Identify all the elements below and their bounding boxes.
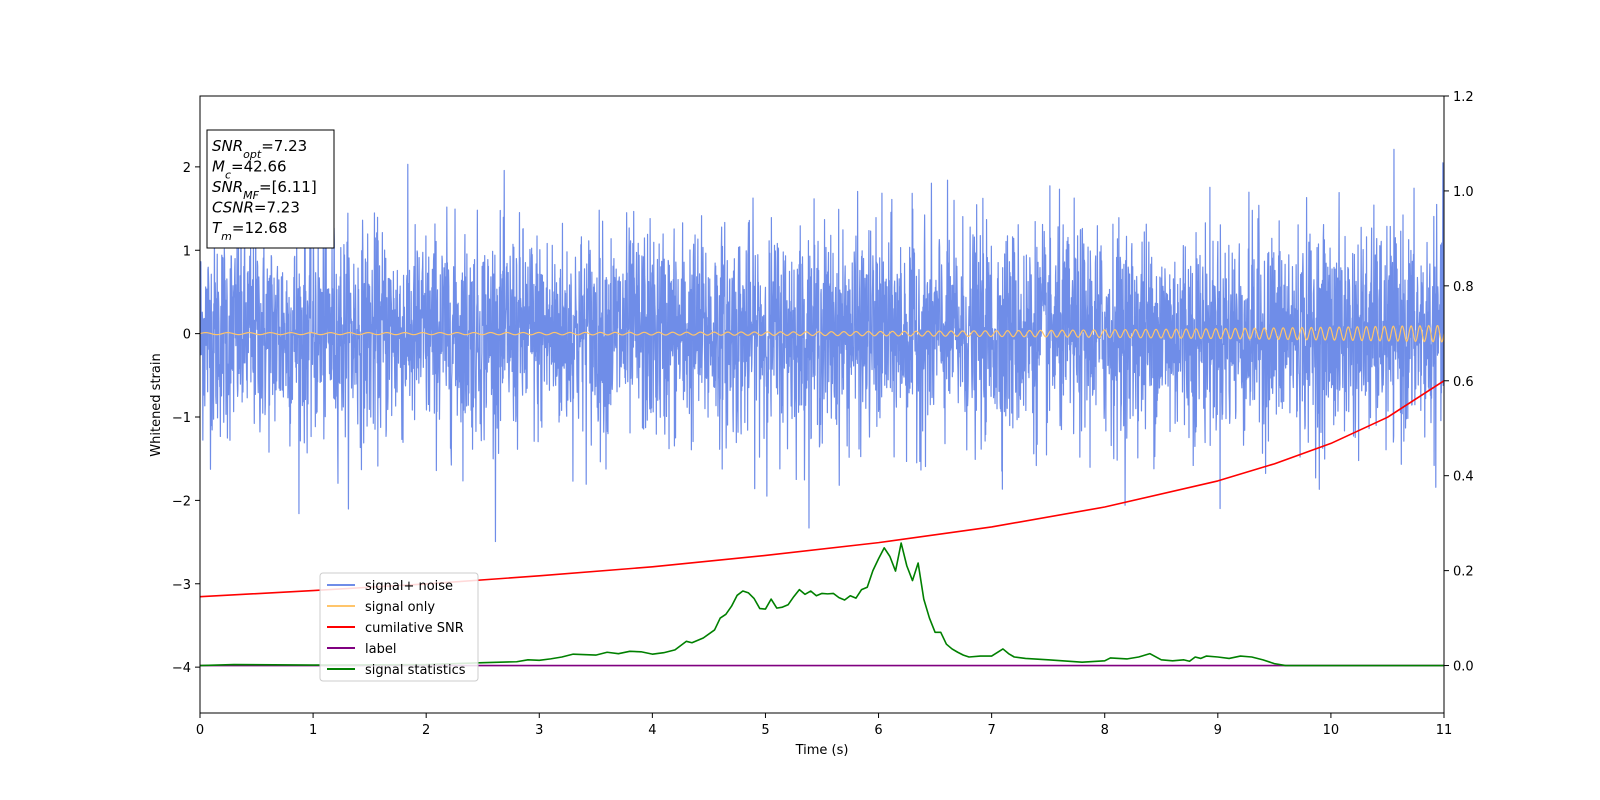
x-tick-label: 1 — [309, 723, 317, 738]
x-tick-label: 7 — [987, 723, 995, 738]
legend-label: cumilative SNR — [365, 621, 464, 636]
y-left-tick-label: −3 — [172, 578, 191, 593]
stats-value: =12.68 — [232, 219, 288, 237]
x-tick-label: 6 — [874, 723, 882, 738]
stats-symbol: T — [212, 219, 223, 237]
x-tick-label: 9 — [1214, 723, 1222, 738]
stats-box-line: Mc=42.66 — [212, 158, 287, 182]
x-tick-label: 3 — [535, 723, 543, 738]
y-right-tick-label: 0.6 — [1453, 375, 1474, 390]
x-tick-label: 2 — [422, 723, 430, 738]
stats-box-line: Tm=12.68 — [212, 219, 287, 243]
y-axis-title: Whitened strain — [149, 353, 164, 456]
stats-value: =42.66 — [231, 158, 287, 176]
x-tick-label: 10 — [1323, 723, 1340, 738]
legend-label: label — [365, 642, 396, 657]
series-line-signal-statistics — [200, 542, 1444, 667]
y-right-tick-label: 0.0 — [1453, 660, 1474, 675]
legend-frame — [319, 572, 479, 682]
x-tick-label: 8 — [1101, 723, 1109, 738]
stats-value: =7.23 — [254, 199, 300, 217]
legend: signal+ noise signal only cumilative SNR la… — [319, 572, 479, 682]
stats-box-line: SNRMF=[6.11] — [212, 178, 317, 202]
y-right-tick-label: 1.2 — [1453, 90, 1474, 105]
y-right-tick-label: 0.2 — [1453, 565, 1474, 580]
y-right-tick-label: 0.8 — [1453, 280, 1474, 295]
x-tick-label: 11 — [1436, 723, 1453, 738]
x-tick-label: 4 — [648, 723, 656, 738]
y-left-tick-label: −2 — [172, 494, 191, 509]
series-line-signal-only — [200, 324, 1444, 343]
stats-subscript: opt — [243, 148, 262, 161]
stats-symbol: SNR — [212, 137, 243, 155]
stats-symbol: SNR — [212, 178, 243, 196]
stats-box-frame — [206, 129, 335, 249]
stats-box-line: SNRopt=7.23 — [212, 137, 307, 161]
y-left-tick-label: −4 — [172, 661, 191, 676]
axes-layer: 0 1 2 3 4 5 6 7 8 9 10 11 −4 −3 −2 −1 0 1 2 0.0 0.2 0.4 0.6 0.8… — [172, 90, 1474, 738]
stats-box-line: CSNR=7.23 — [212, 199, 300, 217]
stats-subscript: m — [221, 230, 232, 243]
stats-subscript: c — [225, 168, 231, 181]
stats-symbol: M — [212, 158, 225, 176]
stats-value: =[6.11] — [259, 178, 317, 196]
legend-label: signal+ noise — [365, 579, 453, 594]
stats-value: =7.23 — [261, 137, 307, 155]
y-left-tick-label: 2 — [183, 161, 191, 176]
stats-symbol: CSNR — [212, 199, 254, 217]
legend-label: signal only — [365, 600, 435, 615]
series-line-signal-noise — [200, 148, 1444, 543]
plot-frame — [199, 95, 1445, 714]
x-tick-label: 0 — [196, 723, 204, 738]
y-right-tick-label: 1.0 — [1453, 185, 1474, 200]
x-tick-label: 5 — [761, 723, 769, 738]
y-right-tick-label: 0.4 — [1453, 470, 1474, 485]
y-left-tick-label: −1 — [172, 411, 191, 426]
y-left-tick-label: 1 — [183, 244, 191, 259]
x-axis-title: Time (s) — [795, 743, 849, 758]
stats-subscript: MF — [243, 189, 259, 202]
y-left-tick-label: 0 — [183, 328, 191, 343]
legend-label: signal statistics — [365, 663, 466, 678]
stats-box: SNRopt=7.23Mc=42.66SNRMF=[6.11]CSNR=7.23… — [206, 129, 335, 249]
